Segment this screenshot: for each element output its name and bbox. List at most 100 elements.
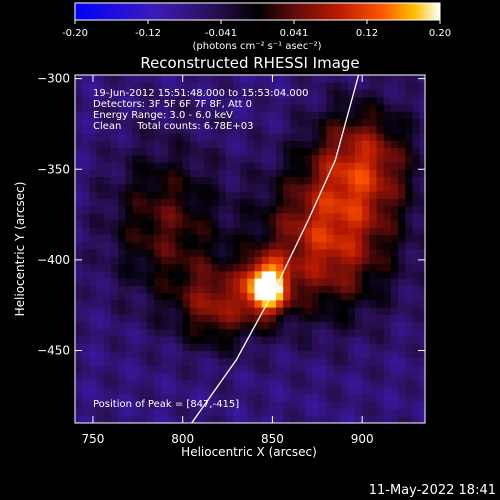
heatmap-cell: [146, 263, 155, 272]
heatmap-cell: [268, 191, 277, 199]
heatmap-cell: [297, 154, 306, 163]
heatmap-cell: [125, 321, 134, 330]
heatmap-cell: [75, 285, 83, 294]
heatmap-cell: [247, 357, 256, 366]
heatmap-cell: [355, 299, 363, 308]
heatmap-cell: [340, 350, 349, 359]
heatmap-cell: [268, 198, 277, 207]
heatmap-cell: [355, 191, 363, 199]
heatmap-cell: [197, 350, 205, 359]
heatmap-cell: [297, 212, 306, 221]
heatmap-cell: [340, 241, 349, 250]
heatmap-cell: [326, 299, 335, 308]
heatmap-cell: [89, 104, 98, 112]
heatmap-cell: [89, 379, 98, 388]
x-tick-label: 850: [261, 432, 284, 446]
heatmap-cell: [304, 343, 313, 352]
heatmap-cell: [211, 205, 220, 214]
heatmap-cell: [125, 256, 134, 265]
heatmap-cell: [175, 241, 184, 250]
heatmap-cell: [362, 125, 370, 134]
heatmap-cell: [118, 154, 126, 163]
heatmap-cell: [75, 394, 83, 402]
heatmap-cell: [89, 292, 98, 301]
heatmap-cell: [347, 140, 356, 149]
heatmap-cell: [254, 234, 263, 243]
heatmap-cell: [89, 234, 98, 243]
heatmap-cell: [276, 365, 284, 373]
heatmap-cell: [146, 183, 155, 192]
heatmap-cell: [355, 162, 363, 170]
heatmap-cell: [326, 82, 335, 91]
heatmap-cell: [110, 415, 119, 423]
heatmap-cell: [153, 82, 162, 91]
heatmap-cell: [197, 183, 205, 192]
heatmap-cell: [139, 394, 148, 402]
heatmap-cell: [304, 394, 313, 402]
heatmap-cell: [390, 336, 399, 344]
heatmap-cell: [369, 314, 378, 323]
heatmap-cell: [204, 263, 213, 272]
heatmap-cell: [153, 365, 162, 373]
heatmap-cell: [297, 365, 306, 373]
heatmap-cell: [96, 401, 105, 410]
heatmap-cell: [261, 176, 270, 185]
heatmap-cell: [247, 278, 256, 286]
annotations: 19-Jun-2012 15:51:48.000 to 15:53:04.000…: [93, 88, 309, 410]
heatmap-cell: [319, 386, 327, 395]
heatmap-cell: [211, 256, 220, 265]
heatmap-cell: [390, 191, 399, 199]
heatmap-cell: [283, 336, 291, 344]
heatmap-cell: [405, 241, 414, 250]
heatmap-cell: [103, 176, 112, 185]
heatmap-cell: [347, 249, 356, 257]
heatmap-cell: [319, 343, 327, 352]
heatmap-cell: [103, 227, 112, 236]
heatmap-cell: [225, 169, 234, 178]
heatmap-cell: [347, 104, 356, 112]
heatmap-cell: [146, 89, 155, 98]
heatmap-cell: [347, 307, 356, 315]
heatmap-cell: [161, 350, 169, 359]
heatmap-cell: [110, 408, 119, 417]
heatmap-cell: [362, 270, 370, 279]
heatmap-cell: [297, 372, 306, 381]
heatmap-cell: [333, 285, 342, 294]
heatmap-cell: [118, 285, 126, 294]
heatmap-cell: [390, 401, 399, 410]
heatmap-cell: [268, 408, 277, 417]
heatmap-cell: [390, 104, 399, 112]
heatmap-cell: [240, 104, 248, 112]
heatmap-cell: [398, 140, 406, 149]
heatmap-cell: [290, 292, 299, 301]
heatmap-cell: [96, 379, 105, 388]
heatmap-cell: [139, 299, 148, 308]
heatmap-cell: [240, 220, 248, 228]
heatmap-cell: [132, 118, 141, 127]
heatmap-cell: [110, 96, 119, 105]
heatmap-cell: [412, 205, 421, 214]
heatmap-cell: [168, 285, 177, 294]
heatmap-cell: [182, 256, 191, 265]
heatmap-cell: [311, 299, 320, 308]
heatmap-cell: [319, 314, 327, 323]
heatmap-cell: [189, 328, 198, 337]
heatmap-cell: [254, 401, 263, 410]
heatmap-cell: [146, 176, 155, 185]
heatmap-cell: [340, 321, 349, 330]
heatmap-cell: [197, 227, 205, 236]
heatmap-cell: [326, 357, 335, 366]
heatmap-cell: [254, 111, 263, 120]
heatmap-cell: [75, 314, 83, 323]
heatmap-cell: [290, 336, 299, 344]
heatmap-cell: [347, 212, 356, 221]
heatmap-cell: [290, 408, 299, 417]
heatmap-cell: [146, 205, 155, 214]
heatmap-cell: [89, 336, 98, 344]
heatmap-cell: [139, 401, 148, 410]
annotation-energy: Energy Range: 3.0 - 6.0 keV: [93, 110, 233, 121]
heatmap-cell: [326, 372, 335, 381]
heatmap-cell: [110, 343, 119, 352]
heatmap-cell: [383, 365, 392, 373]
heatmap-cell: [297, 140, 306, 149]
